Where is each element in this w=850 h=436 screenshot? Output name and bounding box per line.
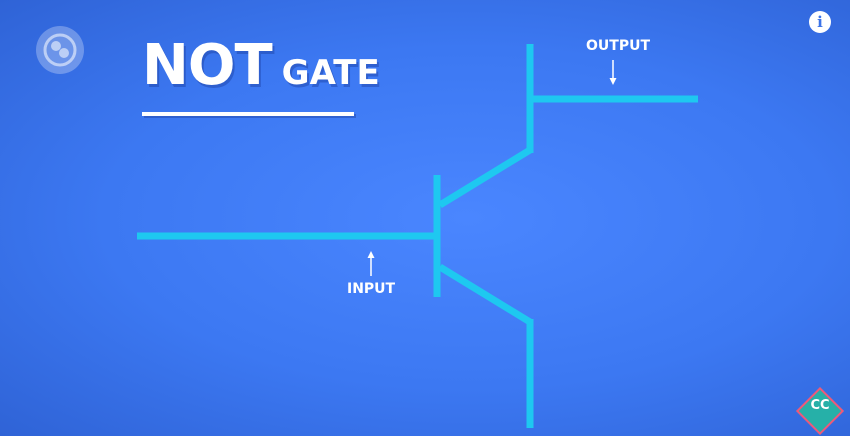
cc-logo-text: CC — [810, 398, 830, 413]
title-main: NOT — [142, 33, 273, 98]
input-label: INPUT — [347, 281, 396, 297]
output-label: OUTPUT — [586, 38, 650, 54]
up-arrow-icon — [367, 251, 375, 276]
title-underline — [142, 112, 354, 116]
pbs-logo-icon — [36, 26, 84, 74]
down-arrow-icon — [609, 60, 617, 85]
collector-diagonal — [438, 147, 532, 208]
emitter-diagonal — [438, 264, 532, 325]
info-icon[interactable]: i — [809, 11, 831, 33]
page-title: NOT GATE — [142, 38, 380, 94]
title-sub: GATE — [281, 53, 380, 93]
